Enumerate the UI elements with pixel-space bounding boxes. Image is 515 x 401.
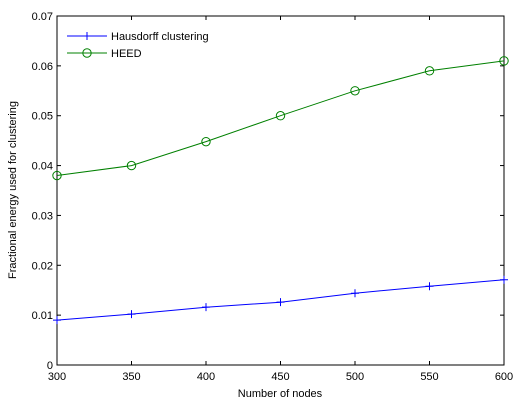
legend-label: HEED	[111, 48, 142, 60]
data-point	[275, 111, 286, 121]
legend-marker	[83, 32, 91, 40]
x-tick-label: 550	[420, 371, 438, 383]
y-tick-label: 0.05	[32, 111, 53, 123]
legend-label: Hausdorff clustering	[111, 31, 209, 43]
data-point	[52, 170, 62, 181]
y-tick-label: 0.04	[32, 161, 53, 173]
y-tick-label: 0.07	[32, 11, 53, 23]
legend: Hausdorff clustering HEED	[67, 31, 209, 60]
x-tick-label: 450	[271, 371, 289, 383]
x-tick-label: 350	[122, 371, 140, 383]
data-point	[53, 316, 61, 325]
y-tick-label: 0.03	[32, 210, 53, 222]
data-point	[126, 160, 137, 171]
series-layer	[52, 56, 509, 325]
legend-marker	[82, 48, 92, 58]
x-tick-label: 400	[197, 371, 215, 383]
x-tick-label: 600	[495, 371, 513, 383]
x-tick-label: 500	[346, 371, 364, 383]
data-point	[499, 56, 509, 66]
legend-item: HEED	[67, 48, 142, 60]
data-point	[500, 275, 508, 284]
series-line	[56, 60, 505, 176]
data-point	[127, 310, 136, 319]
y-tick-label: 0.06	[32, 61, 53, 73]
data-point	[424, 66, 435, 76]
y-axis-label: Fractional energy used for clustering	[7, 101, 19, 279]
y-tick-label: 0.01	[32, 310, 53, 322]
axis-ticks: 300 350 400 450 500 550 600 0 0.01 0.02 0.03 0.04 0.…	[32, 11, 514, 383]
data-point	[201, 136, 211, 147]
series-heed	[52, 56, 509, 181]
data-point	[202, 303, 210, 312]
y-tick-label: 0.02	[32, 260, 53, 272]
data-point	[351, 289, 359, 298]
legend-item: Hausdorff clustering	[67, 31, 209, 43]
series-hausdorff-clustering	[53, 275, 508, 325]
y-tick-label: 0	[47, 360, 53, 372]
data-point	[276, 298, 285, 307]
data-point	[425, 282, 434, 291]
data-point	[350, 86, 360, 96]
x-axis-label: Number of nodes	[238, 388, 323, 400]
x-tick-label: 300	[48, 371, 66, 383]
plot-area	[56, 15, 505, 366]
